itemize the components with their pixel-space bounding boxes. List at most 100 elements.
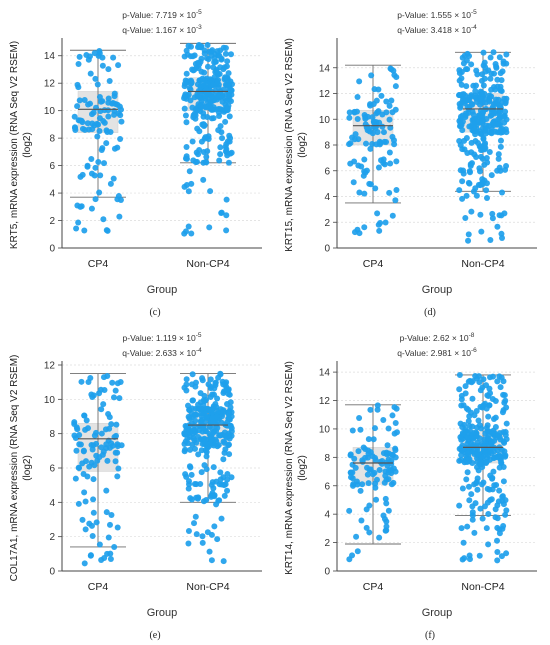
data-point [98,406,105,413]
data-point [223,97,230,104]
data-point [456,502,463,509]
data-point [227,404,234,411]
data-point [98,98,105,105]
data-point [351,109,358,116]
data-point [105,411,112,418]
data-point [488,70,495,77]
data-point [473,192,480,199]
data-point [87,70,94,77]
data-point [378,460,385,467]
data-point [350,179,357,186]
data-point [457,167,464,174]
data-point [470,116,477,123]
y-tick-label: 4 [324,510,330,521]
data-point [212,380,219,387]
data-point [369,140,376,147]
data-point [212,400,219,407]
data-point [459,112,466,119]
data-point [72,475,79,482]
data-point [227,98,234,105]
data-point [370,118,377,125]
data-point [198,138,205,145]
data-point [392,83,399,90]
data-point [195,44,202,51]
data-point [224,106,231,113]
panel-label: (d) [424,307,436,318]
data-point [482,130,489,137]
data-point [499,189,506,196]
data-point [386,102,393,109]
data-point [182,438,189,445]
data-point [382,495,389,502]
data-point [196,92,203,99]
data-point [463,476,470,483]
y-tick-label: 4 [49,189,55,200]
data-point [225,159,232,166]
data-point [476,168,483,175]
data-point [111,90,118,97]
data-point [92,164,99,171]
data-point [114,449,121,456]
data-point [215,127,222,134]
data-point [185,413,192,420]
category-label: CP4 [88,258,109,270]
data-point [376,119,383,126]
data-point [496,108,503,115]
data-point [494,223,501,230]
data-point [500,391,507,398]
data-point [77,173,84,180]
data-point [91,172,98,179]
y-axis-label: KRT15, mRNA expression (RNA Seq V2 RSEM) [284,38,295,252]
data-point [185,188,192,195]
data-point [463,83,470,90]
data-point [89,533,96,540]
data-point [219,135,226,142]
data-point [346,507,353,514]
data-point [181,183,188,190]
data-point [210,464,217,471]
data-point [355,448,362,455]
data-point [459,195,466,202]
data-point [185,223,192,230]
data-point [197,418,204,425]
data-point [214,424,221,431]
data-point [71,124,78,131]
data-point [487,54,494,61]
data-point [210,82,217,89]
data-point [203,153,210,160]
data-point [81,412,88,419]
data-point [477,211,484,218]
data-point [186,429,193,436]
data-point [353,533,360,540]
data-point [485,541,492,548]
data-point [373,476,380,483]
data-point [201,435,208,442]
data-point [227,399,234,406]
panel-f: p-Value: 2.62 × 10-8 q-Value: 2.981 × 10-… [275,323,550,645]
data-point [464,523,471,530]
data-point [462,390,469,397]
data-point [93,440,100,447]
data-point [90,476,97,483]
data-point [82,526,89,533]
y-tick-label: 12 [319,89,331,100]
data-point [384,442,391,449]
data-point [374,402,381,409]
data-point [474,475,481,482]
data-point [480,376,487,383]
category-label: CP4 [363,258,384,270]
data-point [500,58,507,65]
data-point [191,520,198,527]
data-point [96,541,103,548]
y-tick-label: 0 [324,244,330,255]
data-point [468,139,475,146]
data-point [349,134,356,141]
data-point [474,451,481,458]
data-point [117,106,124,113]
q-value-text: q-Value: 2.981 × 10-6 [397,347,477,358]
data-point [224,487,231,494]
data-point [203,414,210,421]
data-point [189,138,196,145]
data-point [108,421,115,428]
data-point [393,158,400,165]
